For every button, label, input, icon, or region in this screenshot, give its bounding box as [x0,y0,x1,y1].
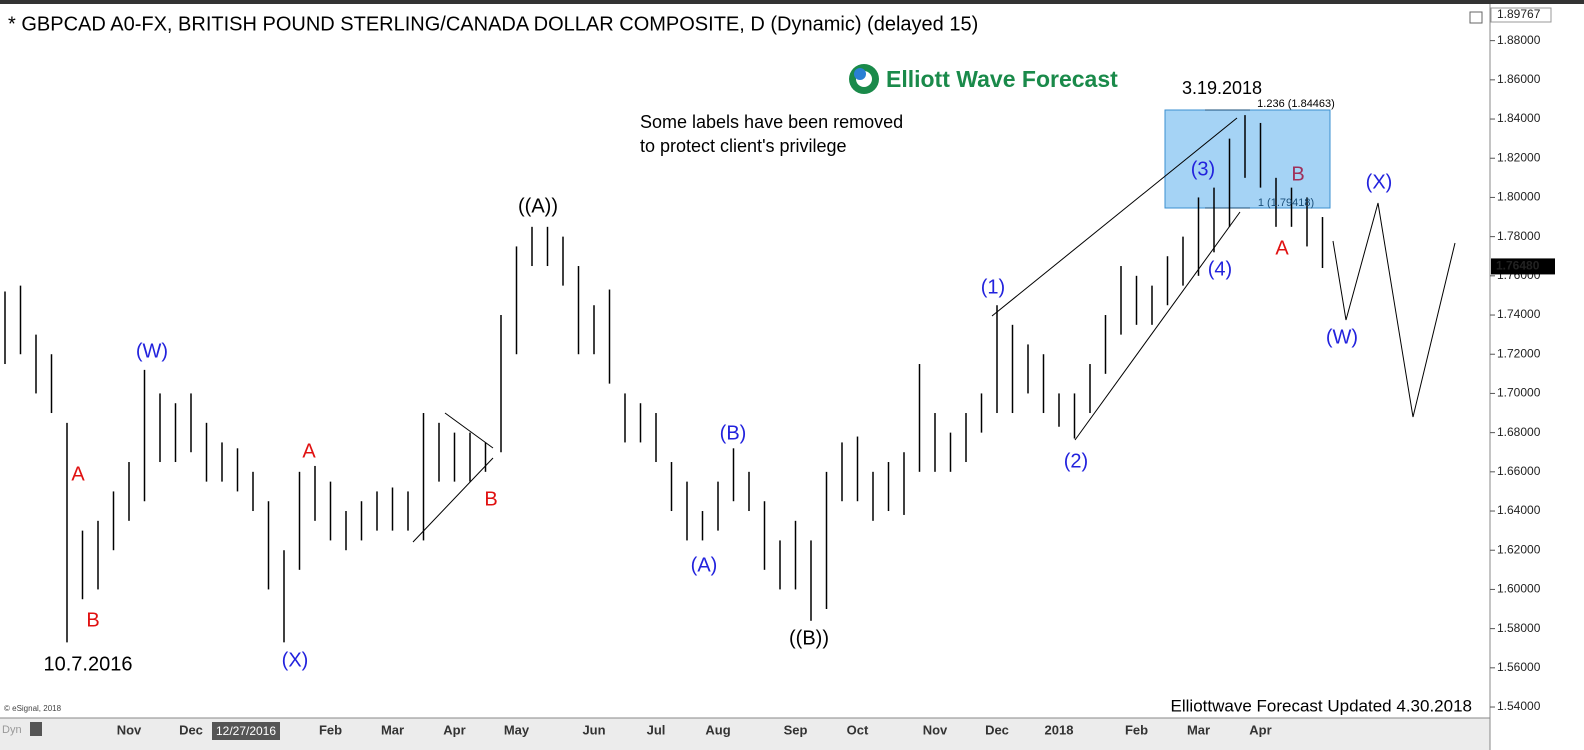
top-price-box [1490,7,1552,23]
wave-label: (X) [1366,171,1393,193]
wave-label: B [1291,163,1304,185]
trend-line [1074,211,1241,441]
y-tick-label: 1.56000 [1497,660,1541,674]
y-tick-label: 1.60000 [1497,582,1541,596]
trend-line [412,457,494,543]
wave-label: ((B)) [789,627,829,649]
wave-label: (A) [691,554,718,576]
wave-label: (3) [1191,158,1215,180]
y-tick-label: 1.84000 [1497,111,1541,125]
logo-text: Elliott Wave Forecast [886,66,1118,92]
wave-label: B [86,609,99,631]
x-tick-label: Apr [1249,722,1271,737]
y-tick-label: 1.74000 [1497,307,1541,321]
last-price-label: 1.76480 [1496,259,1540,273]
note: Some labels have been removed [640,112,903,132]
x-tick-label: Dec [179,722,203,737]
x-tick-label: Oct [847,722,869,737]
y-tick-label: 1.68000 [1497,425,1541,439]
projection [1332,202,1456,418]
top-price-label: 1.89767 [1497,7,1541,21]
y-tick-label: 1.62000 [1497,542,1541,556]
footer: Elliottwave Forecast Updated 4.30.2018 [1171,696,1472,715]
x-tick-label: Apr [443,722,465,737]
x-tick-label: 2018 [1045,722,1074,737]
y-tick-label: 1.58000 [1497,621,1541,635]
wave-label: (X) [282,649,309,671]
wave-label: A [1275,237,1289,259]
last-price-box [1491,258,1555,275]
y-tick-label: 1.54000 [1497,699,1541,713]
mode-label: Dyn [2,724,22,736]
wave-label: A [302,440,316,462]
wave-label: 10.7.2016 [44,653,133,675]
y-tick-label: 1.88000 [1497,33,1541,47]
wave-label: (2) [1064,450,1088,472]
wave-label: A [71,463,85,485]
wave-label: B [484,488,497,510]
window-icon[interactable] [1469,11,1483,24]
wave-label: (1) [981,276,1005,298]
x-tick-label: Aug [705,722,730,737]
target-zone [1164,109,1331,209]
x-tick-label: Jun [582,722,605,737]
wave-label: (B) [720,422,747,444]
x-tick-label: Mar [381,722,404,737]
y-tick-label: 1.86000 [1497,72,1541,86]
x-tick-label: May [504,722,530,737]
wave-label: ((A)) [518,195,558,217]
wave-label: (4) [1208,258,1232,280]
x-tick-label: Feb [1125,722,1148,737]
cursor-label: 12/27/2016 [216,724,276,738]
x-tick-label: Mar [1187,722,1210,737]
cursor-box [212,722,280,740]
trend-line [444,412,494,449]
x-tick-label: Feb [319,722,342,737]
top-border [0,0,1584,4]
note: to protect client's privilege [640,136,847,156]
x-tick-label: Dec [985,722,1009,737]
wave-label: 1 (1.79418) [1258,197,1314,209]
wave-label: (W) [136,340,168,362]
x-tick-label: Nov [117,722,142,737]
copyright: © eSignal, 2018 [4,704,62,713]
wave-label: 3.19.2018 [1182,78,1262,98]
x-tick-label: Jul [647,722,666,737]
chart-title: * GBPCAD A0-FX, BRITISH POUND STERLING/C… [8,13,978,35]
y-tick-label: 1.78000 [1497,229,1541,243]
trend-line [991,117,1238,317]
y-tick-label: 1.82000 [1497,150,1541,164]
y-tick-label: 1.66000 [1497,464,1541,478]
wave-label: 1.236 (1.84463) [1257,98,1335,110]
logo-icon [854,68,866,80]
y-tick-label: 1.70000 [1497,386,1541,400]
y-tick-label: 1.72000 [1497,346,1541,360]
wave-label: (W) [1326,326,1358,348]
fx-icon[interactable] [30,722,42,736]
x-tick-label: Nov [923,722,948,737]
y-tick-label: 1.80000 [1497,190,1541,204]
x-tick-label: Sep [784,722,808,737]
y-tick-label: 1.64000 [1497,503,1541,517]
